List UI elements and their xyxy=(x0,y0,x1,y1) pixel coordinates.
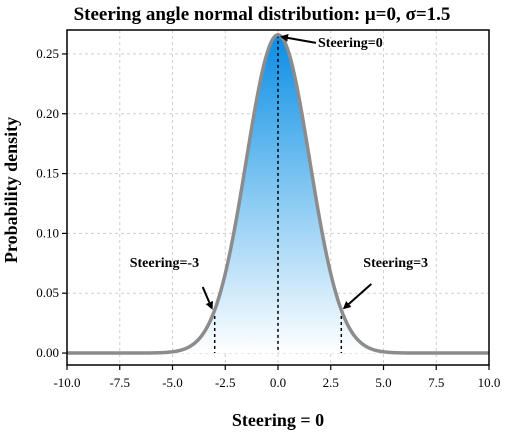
x-tick-label: -10.0 xyxy=(53,375,80,390)
marker-arrow xyxy=(342,283,372,310)
x-axis-label: Steering = 0 xyxy=(232,410,324,430)
marker-arrow xyxy=(201,286,214,310)
x-tick-label: 5.0 xyxy=(375,375,391,390)
x-axis-ticks: -10.0 -7.5 -5.0 -2.5 0.0 2.5 5.0 7.5 10.0 xyxy=(53,365,500,390)
area-fill xyxy=(67,34,489,354)
marker-lines xyxy=(213,34,343,354)
x-tick-label: -7.5 xyxy=(109,375,130,390)
y-tick-label: 0.25 xyxy=(36,46,59,61)
x-tick-label: 0.0 xyxy=(270,375,286,390)
marker-label: Steering=-3 xyxy=(130,256,199,271)
x-tick-label: 10.0 xyxy=(478,375,501,390)
marker-label: Steering=3 xyxy=(363,256,428,271)
chart-title: Steering angle normal distribution: μ=0,… xyxy=(74,4,451,25)
annotations: Steering=-3 Steering=0 Steering=3 xyxy=(130,33,428,310)
density-curve xyxy=(67,33,489,355)
x-tick-label: 7.5 xyxy=(428,375,444,390)
y-axis-label: Probability density xyxy=(1,117,21,263)
x-tick-label: 2.5 xyxy=(323,375,339,390)
x-tick-label: -2.5 xyxy=(215,375,236,390)
marker-arrow xyxy=(280,33,317,44)
y-tick-label: 0.10 xyxy=(36,225,59,240)
x-tick-label: -5.0 xyxy=(162,375,183,390)
marker-label: Steering=0 xyxy=(318,36,383,51)
y-tick-label: 0.15 xyxy=(36,166,59,181)
y-tick-label: 0.05 xyxy=(36,285,59,300)
y-axis-ticks: 0.00 0.05 0.10 0.15 0.20 0.25 xyxy=(36,46,67,360)
y-tick-label: 0.00 xyxy=(36,345,59,360)
y-tick-label: 0.20 xyxy=(36,106,59,121)
